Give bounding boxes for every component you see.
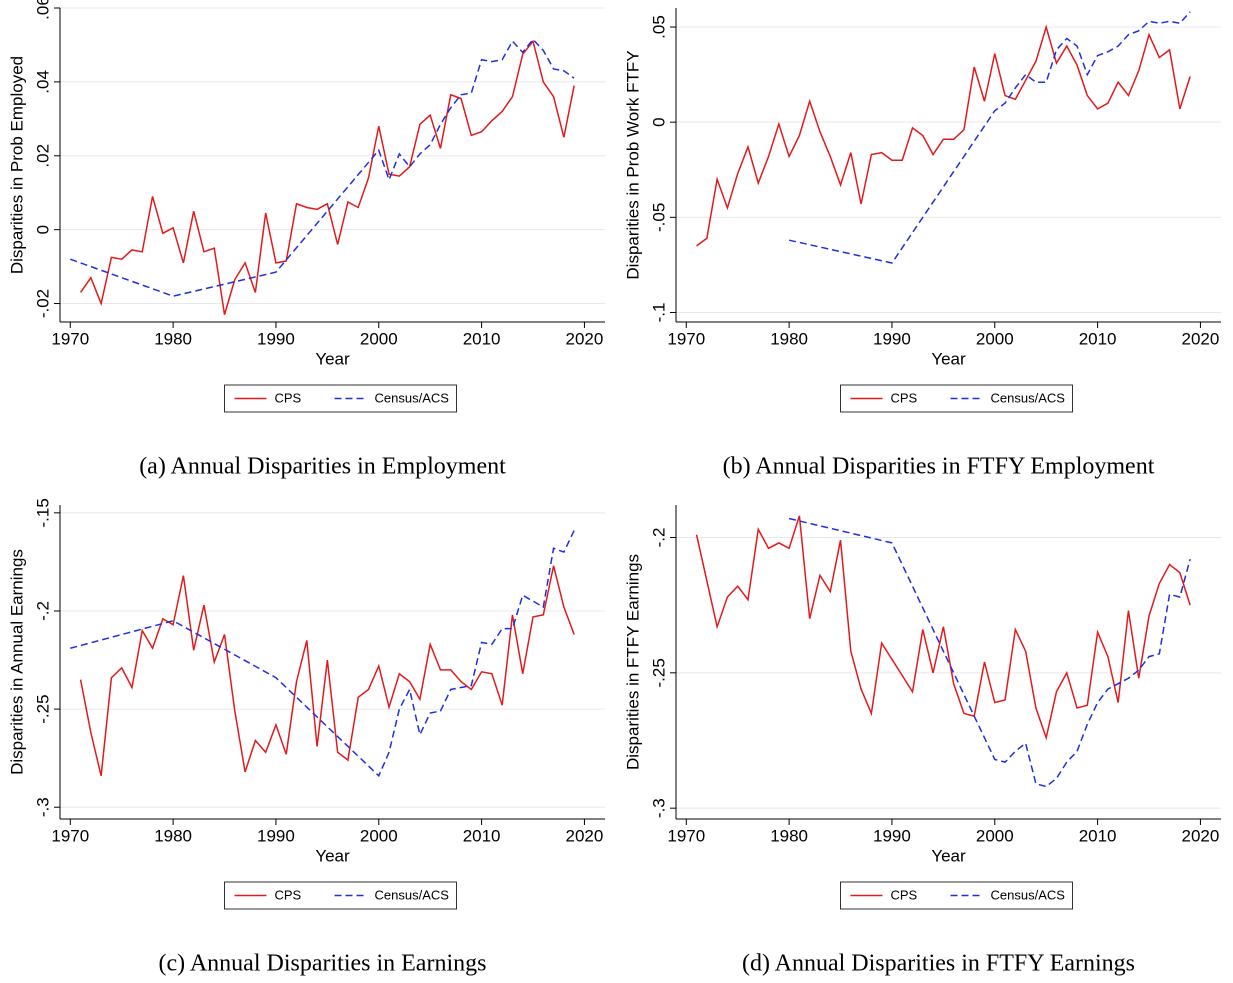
series-line <box>788 11 1191 264</box>
x-tick-label: 1990 <box>873 826 911 845</box>
x-axis-title: Year <box>931 846 966 865</box>
x-tick-label: 1980 <box>154 329 192 348</box>
x-tick-label: 1970 <box>51 826 89 845</box>
series-line <box>695 515 1191 741</box>
x-tick-label: 2010 <box>1079 329 1117 348</box>
x-tick-label: 1990 <box>257 329 295 348</box>
x-tick-label: 2000 <box>976 826 1014 845</box>
caption: (a) Annual Disparities in Employment <box>139 454 506 480</box>
y-tick-label: .05 <box>649 15 668 39</box>
legend-label: CPS <box>891 887 918 902</box>
x-tick-label: 1980 <box>154 826 192 845</box>
y-tick-label: -.25 <box>33 694 52 723</box>
x-tick-label: 1990 <box>873 329 911 348</box>
y-tick-label: .04 <box>33 70 52 94</box>
series-line <box>70 530 575 778</box>
y-tick-label: -.25 <box>649 658 668 687</box>
legend-label: CPS <box>891 390 918 405</box>
y-tick-label: -.2 <box>33 601 52 621</box>
y-axis-title: Disparities in Prob Work FTFY <box>623 50 642 279</box>
x-axis-title: Year <box>315 349 350 368</box>
x-tick-label: 2010 <box>463 329 501 348</box>
y-tick-label: -.3 <box>649 798 668 818</box>
y-tick-label: 0 <box>33 225 52 234</box>
series-line <box>70 38 575 297</box>
y-tick-label: .06 <box>33 0 52 20</box>
legend-label: CPS <box>275 390 302 405</box>
x-tick-label: 1970 <box>51 329 89 348</box>
legend-label: Census/ACS <box>375 390 450 405</box>
x-tick-label: 1970 <box>667 826 705 845</box>
chart: -.1 -.05 0 .05 1970 1980 1990 2000 2010 2020 Year D… <box>623 8 1221 480</box>
x-tick-label: 1970 <box>667 329 705 348</box>
x-tick-label: 2010 <box>1079 826 1117 845</box>
legend-label: Census/ACS <box>991 887 1066 902</box>
y-axis-title: Disparities in FTFY Earnings <box>623 554 642 770</box>
y-tick-label: -.15 <box>33 498 52 527</box>
series-line <box>79 39 575 315</box>
y-tick-label: -.02 <box>33 289 52 318</box>
x-tick-label: 2000 <box>360 329 398 348</box>
y-axis-title: Disparities in Annual Earnings <box>7 549 26 775</box>
x-tick-label: 2020 <box>566 826 604 845</box>
y-tick-label: -.2 <box>649 528 668 548</box>
y-tick-label: 0 <box>649 117 668 126</box>
x-tick-label: 1980 <box>770 329 808 348</box>
y-axis-title: Disparities in Prob Employed <box>7 56 26 274</box>
series-line <box>79 565 575 776</box>
x-tick-label: 2020 <box>1182 329 1220 348</box>
caption: (b) Annual Disparities in FTFY Employmen… <box>723 454 1155 480</box>
x-tick-label: 1980 <box>770 826 808 845</box>
chart: -.02 0 .02 .04 .06 1970 1980 1990 2000 2010 2020 Ye… <box>7 0 605 480</box>
x-axis-title: Year <box>315 846 350 865</box>
legend-label: Census/ACS <box>991 390 1066 405</box>
x-tick-label: 2020 <box>1182 826 1220 845</box>
series-line <box>696 24 1191 247</box>
y-tick-label: -.1 <box>649 303 668 323</box>
caption: (c) Annual Disparities in Earnings <box>159 951 487 977</box>
y-tick-label: .02 <box>33 144 52 168</box>
x-axis-title: Year <box>931 349 966 368</box>
x-tick-label: 2020 <box>566 329 604 348</box>
y-tick-label: -.3 <box>33 797 52 817</box>
y-tick-label: -.05 <box>649 203 668 232</box>
x-tick-label: 2000 <box>360 826 398 845</box>
chart: -.3 -.25 -.2 -.15 1970 1980 1990 2000 2010 2020 Ye… <box>7 498 605 977</box>
x-tick-label: 1990 <box>257 826 295 845</box>
x-tick-label: 2010 <box>463 826 501 845</box>
x-tick-label: 2000 <box>976 329 1014 348</box>
legend-label: CPS <box>275 887 302 902</box>
legend-label: Census/ACS <box>375 887 450 902</box>
caption: (d) Annual Disparities in FTFY Earnings <box>742 951 1135 977</box>
series-line <box>788 517 1191 788</box>
chart: -.3 -.25 -.2 1970 1980 1990 2000 2010 2020 Year Di… <box>623 505 1221 977</box>
